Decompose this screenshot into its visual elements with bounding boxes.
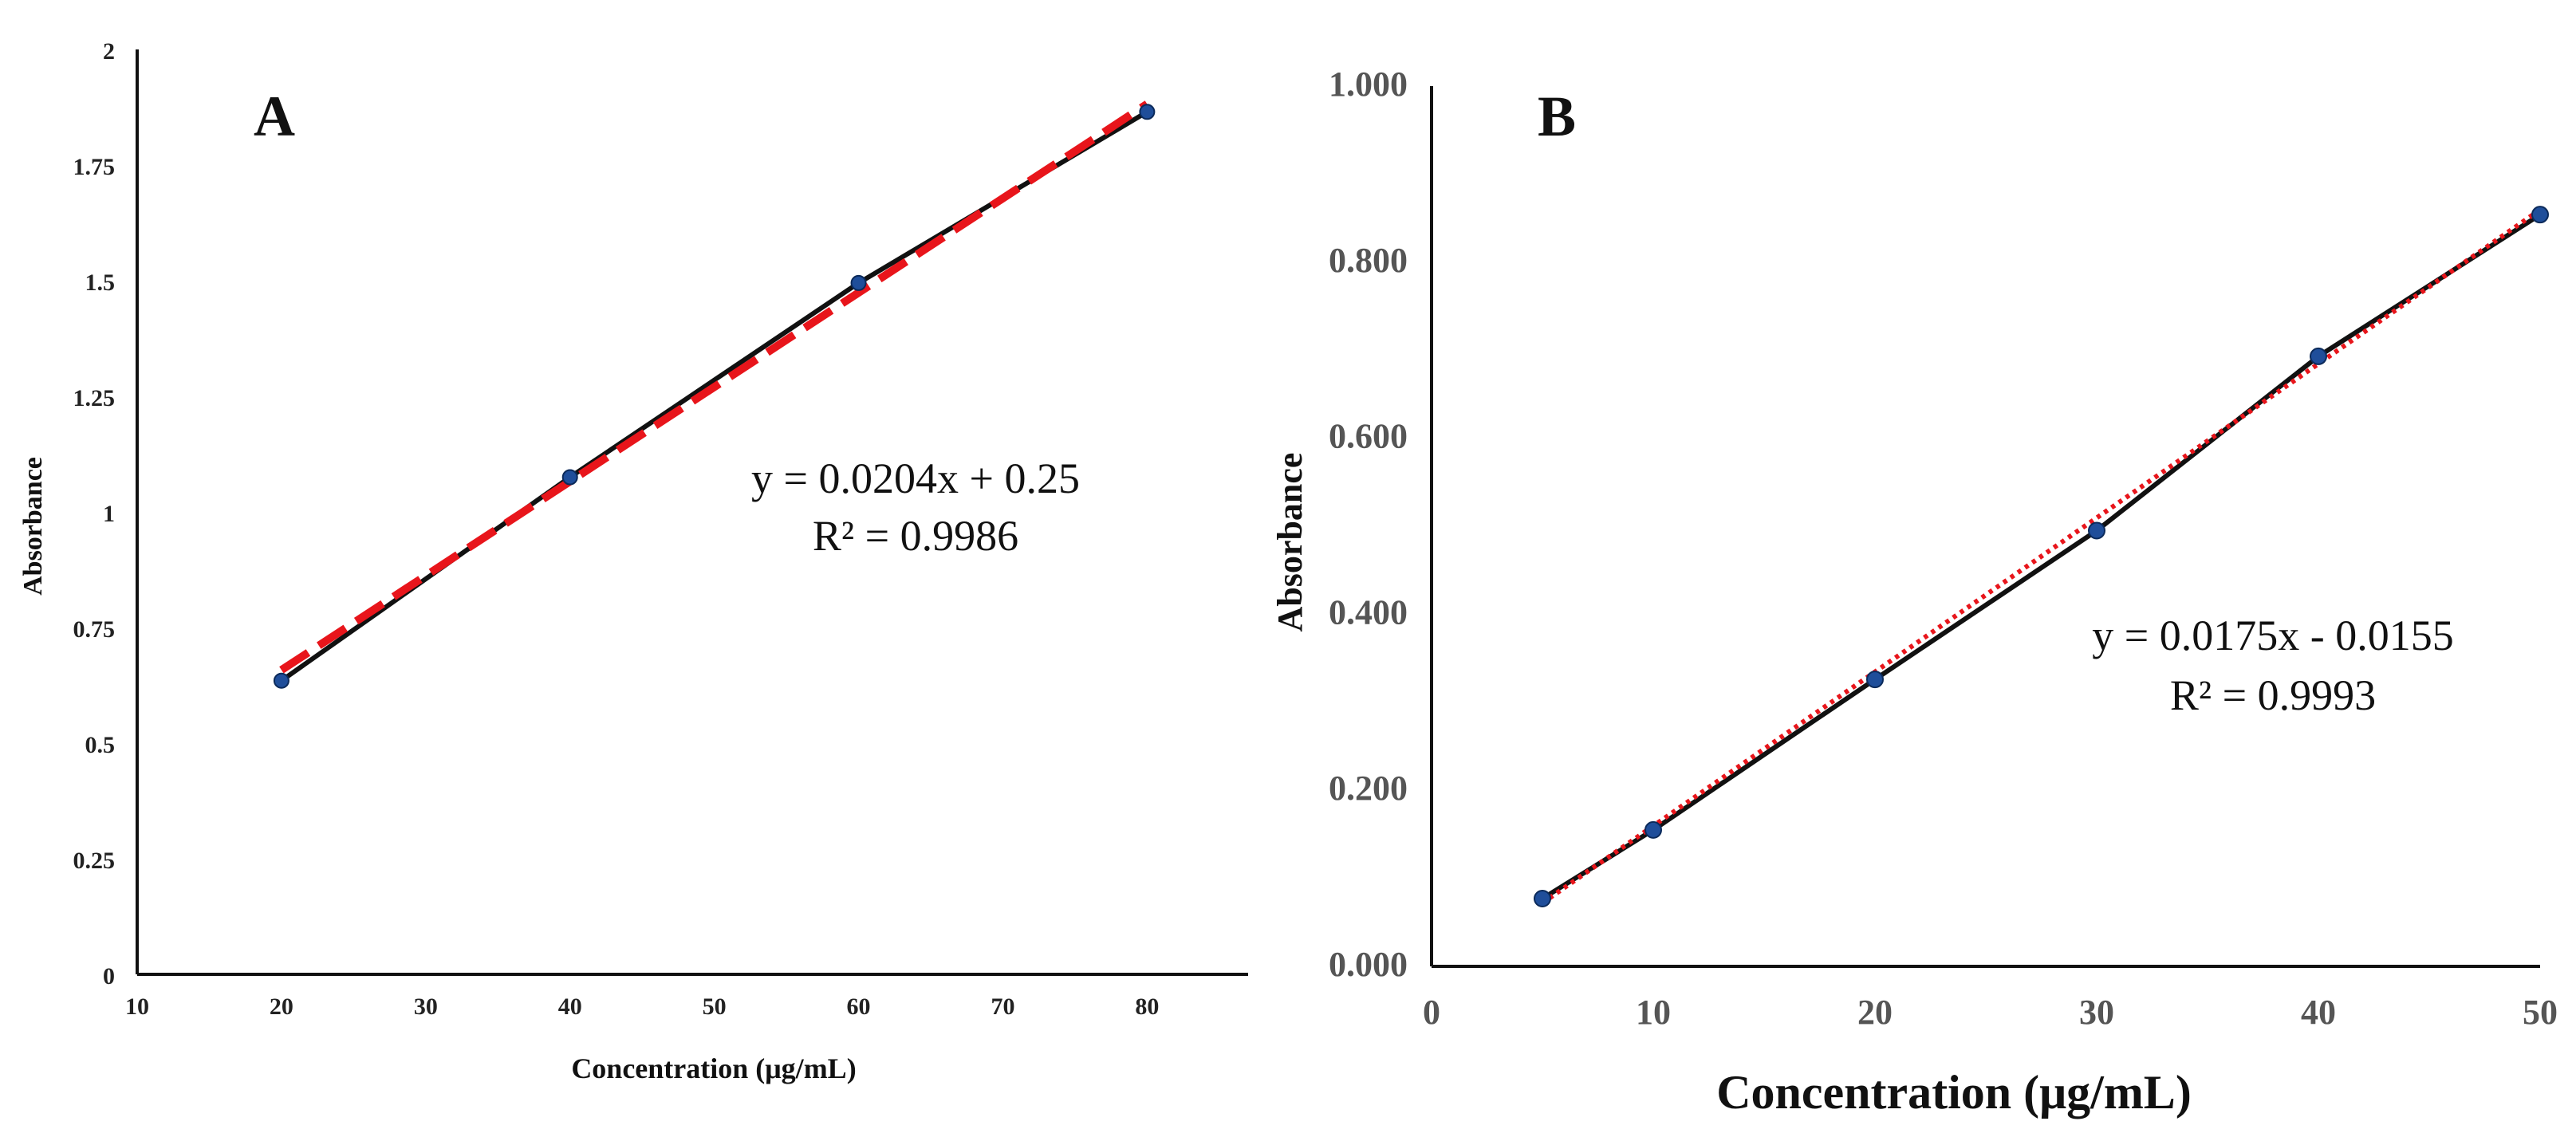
panel-b-data-point bbox=[2310, 347, 2327, 365]
panel-a-chart: 0 0.25 0.5 0.75 1 1.25 1.5 1.75 2 10 20 30 40 50 60 70… bbox=[18, 38, 1248, 1084]
panel-a-y-tick-label: 2 bbox=[103, 38, 115, 65]
panel-a-data-point bbox=[561, 469, 578, 486]
panel-b-data-point bbox=[2088, 521, 2105, 540]
panel-b-y-ticks: 0.000 0.200 0.400 0.600 0.800 1.000 bbox=[1329, 65, 1408, 984]
panel-a-x-tick-label: 80 bbox=[1135, 993, 1159, 1020]
panel-b-x-tick-label: 10 bbox=[1636, 993, 1671, 1032]
panel-b-y-tick-label: 0.000 bbox=[1329, 945, 1408, 984]
panel-a-x-tick-label: 20 bbox=[270, 993, 293, 1020]
panel-a-y-tick-label: 0 bbox=[103, 963, 115, 989]
panel-a-y-tick-label: 1.75 bbox=[73, 154, 116, 180]
panel-a-x-ticks: 10 20 30 40 50 60 70 80 bbox=[125, 993, 1159, 1020]
panel-a-trendline bbox=[279, 100, 1150, 674]
panel-b-chart: 0.000 0.200 0.400 0.600 0.800 1.000 0 10 20 30 40… bbox=[1270, 65, 2558, 1119]
panel-b-y-tick-label: 0.800 bbox=[1329, 241, 1408, 280]
panel-a-data-line bbox=[280, 109, 1148, 683]
panel-b-y-axis-title: Absorbance bbox=[1270, 453, 1310, 632]
panel-a-data-point bbox=[273, 672, 290, 689]
panel-a-r2: R² = 0.9986 bbox=[813, 512, 1018, 560]
panel-a-equation: y = 0.0204x + 0.25 bbox=[751, 454, 1080, 502]
panel-a-y-tick-label: 0.5 bbox=[85, 732, 116, 758]
panel-a-y-axis-title: Absorbance bbox=[18, 457, 48, 596]
panel-a-y-tick-label: 0.75 bbox=[73, 616, 116, 643]
panel-b-x-tick-label: 50 bbox=[2523, 993, 2558, 1032]
panel-a-x-tick-label: 30 bbox=[414, 993, 438, 1020]
panel-b-trendline bbox=[1541, 207, 2542, 905]
panel-a-data-point bbox=[850, 274, 867, 291]
panel-a-x-tick-label: 50 bbox=[703, 993, 727, 1020]
panel-b-x-ticks: 0 10 20 30 40 50 bbox=[1423, 993, 2558, 1032]
panel-b-data-point bbox=[2531, 206, 2549, 224]
panel-a-x-tick-label: 60 bbox=[847, 993, 871, 1020]
panel-a-data-point bbox=[1139, 104, 1156, 120]
panel-b-x-tick-label: 30 bbox=[2079, 993, 2114, 1032]
panel-b-x-axis-title: Concentration (μg/mL) bbox=[1716, 1066, 2192, 1119]
panel-b-x-tick-label: 20 bbox=[1857, 993, 1893, 1032]
panel-a-x-tick-label: 40 bbox=[558, 993, 582, 1020]
panel-b-x-tick-label: 40 bbox=[2301, 993, 2336, 1032]
panel-a-y-tick-label: 0.25 bbox=[73, 848, 116, 874]
panel-a-x-axis-title: Concentration (μg/mL) bbox=[571, 1052, 856, 1084]
panel-b-equation: y = 0.0175x - 0.0155 bbox=[2092, 612, 2453, 659]
panel-b-data-point bbox=[1644, 820, 1662, 839]
panel-a-y-tick-label: 1.25 bbox=[73, 385, 116, 411]
panel-b-marks bbox=[1534, 206, 2549, 907]
panel-b-data-line bbox=[1541, 212, 2542, 901]
panel-b-y-tick-label: 0.600 bbox=[1329, 417, 1408, 456]
panel-a-label: A bbox=[254, 85, 295, 148]
panel-b-data-point bbox=[1866, 671, 1884, 689]
panel-a-x-tick-label: 70 bbox=[991, 993, 1014, 1020]
panel-b-label: B bbox=[1538, 85, 1576, 148]
panel-a-y-tick-label: 1.5 bbox=[85, 269, 116, 296]
panel-a-x-tick-label: 10 bbox=[125, 993, 149, 1020]
panel-a-y-ticks: 0 0.25 0.5 0.75 1 1.25 1.5 1.75 2 bbox=[73, 38, 116, 989]
panel-b-x-tick-label: 0 bbox=[1423, 993, 1440, 1032]
panel-b-y-tick-label: 0.200 bbox=[1329, 769, 1408, 808]
panel-b-y-tick-label: 0.400 bbox=[1329, 592, 1408, 631]
panel-b-y-tick-label: 1.000 bbox=[1329, 65, 1408, 104]
panel-a-marks bbox=[273, 100, 1156, 689]
panel-b-data-point bbox=[1534, 889, 1551, 907]
panel-b-r2: R² = 0.9993 bbox=[2170, 671, 2376, 719]
panel-a-y-tick-label: 1 bbox=[103, 501, 115, 527]
